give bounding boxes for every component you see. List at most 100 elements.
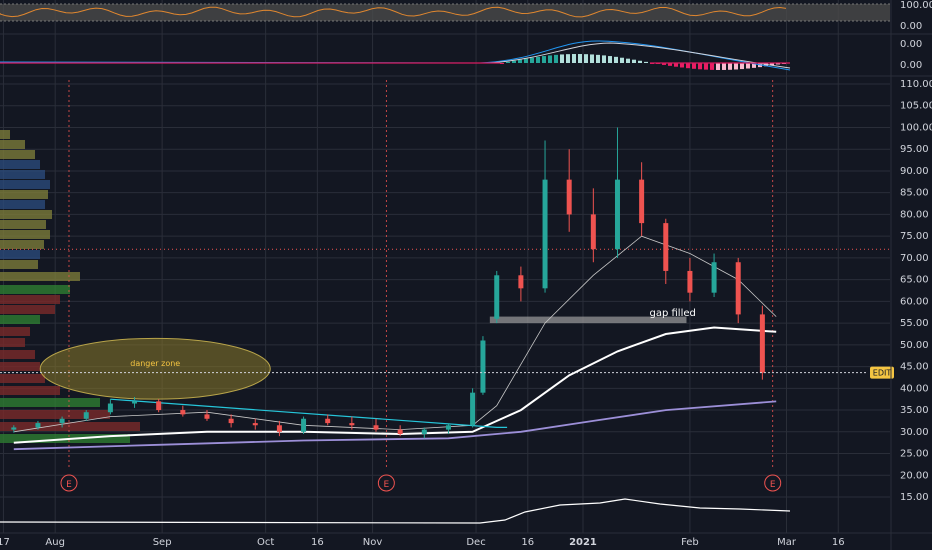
volume-profile-bar — [0, 285, 70, 294]
price-tick-label: 15.00 — [900, 492, 929, 503]
volume-profile-bar — [0, 140, 25, 149]
rsi-pane: 100.00 0.00 — [0, 0, 932, 32]
macd-bar — [668, 63, 672, 66]
price-tick-label: 95.00 — [900, 144, 929, 155]
volume-profile-bar — [0, 338, 25, 347]
volume-profile-bar — [0, 410, 110, 419]
price-tick-label: 75.00 — [900, 231, 929, 242]
volume-line — [0, 498, 791, 524]
earnings-marker-circle — [764, 474, 782, 492]
volume-profile-bar — [0, 386, 60, 395]
macd-pane: 0.00 0.00 — [0, 39, 922, 71]
macd-bar — [752, 63, 756, 68]
macd-bar — [542, 56, 546, 63]
earnings-marker-circle — [60, 474, 78, 492]
moving-average-long — [13, 400, 777, 451]
macd-bar — [680, 63, 684, 68]
price-tick-label: 105.00 — [900, 101, 932, 112]
price-tick-label: 65.00 — [900, 275, 929, 286]
candle-body — [445, 425, 451, 430]
candle-body — [711, 262, 717, 293]
price-pane: 110.00 105.00 100.00 95.00 90.00 85.00 80.00 75… — [0, 79, 932, 503]
macd-bar — [512, 60, 516, 63]
macd-bar — [524, 58, 528, 63]
macd-bar — [530, 57, 534, 63]
candle-body — [301, 418, 307, 432]
gap-zone-rect — [489, 316, 687, 324]
macd-bar — [608, 56, 612, 63]
macd-bar — [584, 54, 588, 63]
trendline-cyan — [110, 398, 508, 428]
macd-bar — [686, 63, 690, 69]
earnings-marker-circle — [377, 474, 395, 492]
last-price-tag — [870, 366, 894, 379]
macd-bar — [674, 63, 678, 67]
macd-bar — [566, 54, 570, 63]
candle-body — [663, 223, 669, 271]
volume-profile-bar — [0, 220, 46, 229]
candle-body — [590, 214, 596, 250]
volume-profile-bar — [0, 374, 45, 383]
candle-body — [59, 418, 65, 424]
candle-body — [156, 401, 162, 411]
price-tick-label: 90.00 — [900, 166, 929, 177]
macd-bar — [692, 63, 696, 69]
candle-body — [542, 179, 548, 289]
candle-body — [349, 423, 355, 426]
danger-zone-label: danger zone — [130, 359, 180, 368]
volume-profile-bar — [0, 398, 100, 407]
macd-line — [0, 40, 791, 71]
macd-bar — [518, 59, 522, 63]
price-tick-label: 35.00 — [900, 405, 929, 416]
price-tick-label: 25.00 — [900, 449, 929, 460]
volume-profile-bar — [0, 422, 140, 431]
time-tick-label: 16 — [521, 537, 534, 548]
price-tick-label: 60.00 — [900, 296, 929, 307]
candle-body — [421, 429, 427, 434]
price-tick-label: 40.00 — [900, 383, 929, 394]
rsi-tick-0: 0.00 — [900, 21, 922, 32]
macd-bar — [722, 63, 726, 70]
candle-body — [107, 403, 113, 413]
volume-profile-bar — [0, 200, 45, 209]
macd-bar — [734, 63, 738, 70]
volume-profile-bar — [0, 150, 35, 159]
time-tick-label: Feb — [681, 537, 699, 548]
price-tick-label: 30.00 — [900, 427, 929, 438]
time-tick-label: Dec — [466, 537, 485, 548]
macd-bar — [716, 63, 720, 70]
volume-profile-bar — [0, 295, 60, 304]
macd-bar — [698, 63, 702, 70]
candle-body — [204, 414, 210, 419]
time-tick-label: Mar — [777, 537, 797, 548]
volume-profile-bar — [0, 362, 40, 371]
candle-body — [228, 418, 234, 424]
price-tick-label: 55.00 — [900, 318, 929, 329]
price-tick-label: 45.00 — [900, 362, 929, 373]
volume-profile-bar — [0, 130, 10, 139]
macd-bar — [590, 54, 594, 63]
candle-body — [759, 314, 765, 373]
price-tick-label: 80.00 — [900, 209, 929, 220]
volume-profile-bar — [0, 160, 40, 169]
time-tick-label: Nov — [363, 537, 383, 548]
candle-body — [83, 412, 89, 419]
rsi-band — [0, 4, 890, 21]
volume-profile-bar — [0, 272, 80, 281]
macd-bar — [632, 59, 636, 63]
macd-bar — [662, 63, 666, 65]
macd-bar — [560, 54, 564, 63]
candle-body — [276, 425, 282, 432]
volume-profile-bar — [0, 315, 40, 324]
time-tick-label: Aug — [45, 537, 65, 548]
danger-zone-ellipse — [39, 337, 271, 400]
rsi-tick-100: 100.00 — [900, 0, 932, 11]
price-tick-label: 100.00 — [900, 122, 932, 133]
candle-body — [180, 410, 186, 415]
candle-body — [566, 179, 572, 215]
candle-body — [325, 418, 331, 424]
moving-average-mid — [13, 326, 777, 444]
macd-bar — [626, 58, 630, 63]
